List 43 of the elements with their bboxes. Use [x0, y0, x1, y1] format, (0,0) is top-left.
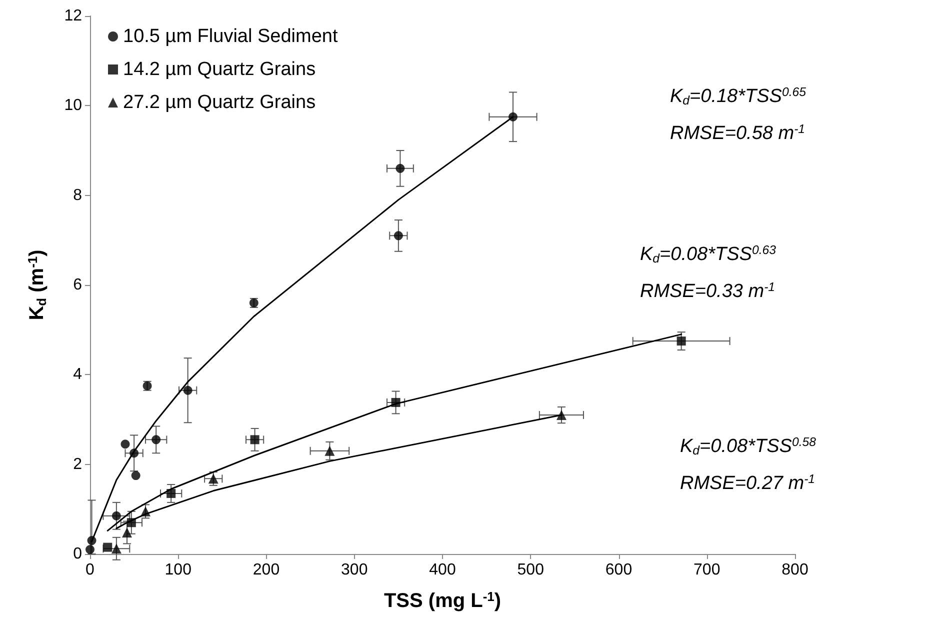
- point: [676, 336, 686, 346]
- point: [140, 506, 151, 516]
- point: [508, 112, 518, 122]
- y-tick-label: 4: [73, 366, 82, 384]
- point: [111, 544, 122, 554]
- y-axis-title: Kd (m-1): [25, 250, 49, 320]
- point: [152, 435, 161, 444]
- point: [394, 231, 403, 240]
- line-series: [106, 334, 682, 532]
- point: [391, 398, 400, 407]
- y-tick-label: 8: [73, 186, 82, 204]
- y-tick-label: 12: [64, 8, 82, 24]
- x-tick-label: 700: [694, 562, 720, 578]
- point: [130, 448, 139, 458]
- x-tick-label: 500: [517, 562, 544, 578]
- point: [166, 488, 176, 498]
- legend-label: 14.2 µm Quartz Grains: [123, 59, 316, 80]
- x-tick-label: 400: [429, 562, 456, 578]
- point: [556, 410, 566, 420]
- point: [87, 536, 96, 546]
- x-tick-label: 100: [164, 562, 192, 578]
- x-tick-label: 300: [341, 562, 368, 578]
- x-tick-label: 800: [782, 562, 808, 578]
- point: [250, 435, 260, 444]
- y-tick-label: 6: [73, 276, 82, 294]
- x-tick-label: 600: [605, 562, 632, 578]
- point: [120, 440, 130, 449]
- point: [103, 542, 112, 552]
- point: [112, 511, 121, 520]
- point: [122, 527, 132, 538]
- y-tick-label: 10: [64, 97, 82, 114]
- y-tick-label: 2: [73, 456, 82, 473]
- point: [126, 518, 136, 528]
- point: [208, 474, 218, 484]
- y-tick-label: 0: [73, 546, 82, 562]
- x-tick-label: 0: [86, 562, 95, 578]
- point: [131, 471, 140, 480]
- x-tick-label: 200: [252, 562, 280, 578]
- point: [324, 446, 335, 456]
- point: [183, 386, 192, 395]
- point: [396, 164, 405, 173]
- legend-label: 10.5 µm Fluvial Sediment: [123, 26, 338, 47]
- legend-label: 27.2 µm Quartz Grains: [123, 92, 316, 113]
